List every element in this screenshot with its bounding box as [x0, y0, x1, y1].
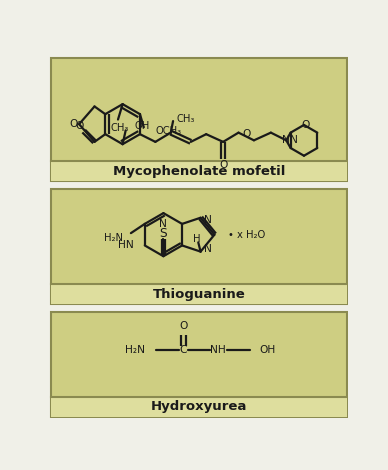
- Text: OCH₃: OCH₃: [155, 126, 182, 136]
- Text: O: O: [301, 120, 310, 130]
- Text: O: O: [179, 321, 188, 331]
- Text: H₂N: H₂N: [104, 233, 123, 243]
- Text: N: N: [290, 135, 298, 145]
- Text: CH₃: CH₃: [177, 114, 195, 124]
- Text: O: O: [242, 129, 251, 139]
- Text: Hydroxyurea: Hydroxyurea: [151, 400, 247, 413]
- Text: H: H: [193, 234, 201, 244]
- Text: NH: NH: [210, 345, 226, 355]
- Text: S: S: [159, 227, 167, 240]
- Text: C: C: [180, 345, 187, 355]
- Text: CH₃: CH₃: [110, 123, 129, 133]
- Text: H₂N: H₂N: [125, 345, 145, 355]
- Text: O: O: [76, 121, 84, 132]
- Text: N: N: [282, 135, 290, 145]
- Text: N: N: [204, 244, 211, 254]
- Text: N: N: [204, 215, 212, 225]
- Text: Mycophenolate mofetil: Mycophenolate mofetil: [113, 164, 285, 178]
- Text: • x H₂O: • x H₂O: [228, 230, 265, 240]
- Bar: [51, 189, 347, 305]
- Bar: [51, 284, 347, 305]
- Text: OH: OH: [260, 345, 276, 355]
- Bar: [51, 161, 347, 181]
- Bar: [51, 397, 347, 417]
- Text: OH: OH: [135, 121, 150, 131]
- Text: O: O: [219, 160, 227, 170]
- Text: HN: HN: [118, 241, 134, 251]
- Bar: [51, 58, 347, 181]
- Text: O: O: [69, 119, 78, 129]
- Text: Thioguanine: Thioguanine: [152, 288, 245, 301]
- Text: N: N: [159, 219, 167, 229]
- Bar: [51, 312, 347, 417]
